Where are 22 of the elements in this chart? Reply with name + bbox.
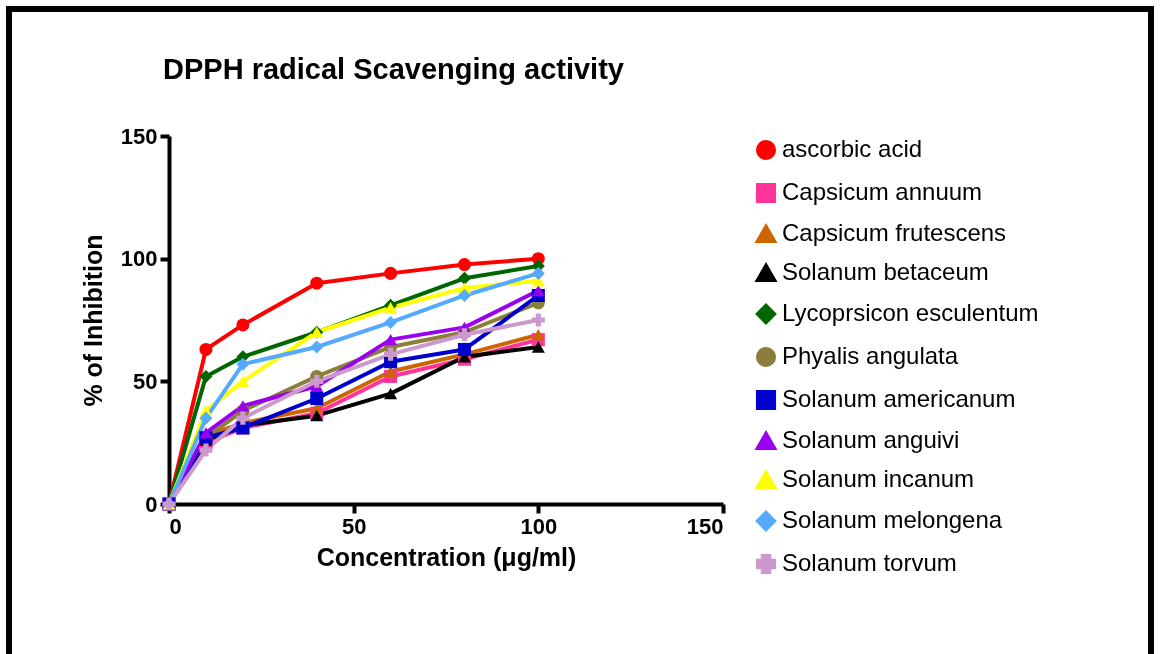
y-tick-label: 150 [120, 123, 158, 149]
legend-label: ascorbic acid [782, 135, 923, 162]
x-tick-label: 50 [341, 513, 367, 539]
legend-label: Solanum betaceum [782, 258, 989, 285]
legend-label: Solanum anguivi [782, 426, 960, 453]
x-axis-title: Concentration (μg/ml) [316, 542, 577, 571]
legend-label: Solanum incanum [782, 465, 975, 492]
legend-label: Solanum torvum [782, 549, 957, 576]
y-tick-label: 50 [133, 368, 158, 394]
y-tick-label: 100 [120, 246, 158, 272]
x-tick-label: 0 [169, 513, 182, 539]
legend-label: Lycoprsicon esculentum [782, 299, 1039, 326]
x-tick-label: 100 [520, 513, 558, 539]
y-tick-label: 0 [145, 491, 158, 517]
legend-label: Solanum melongena [782, 506, 1003, 533]
x-tick-label: 150 [686, 513, 724, 539]
legend-label: Phyalis angulata [782, 342, 959, 369]
legend-label: Solanum americanum [782, 385, 1016, 412]
legend-label: Capsicum annuum [782, 178, 983, 205]
chart-title: DPPH radical Scavenging activity [163, 53, 624, 85]
legend-label: Capsicum frutescens [782, 219, 1007, 246]
y-axis-title: % of Inhibition [78, 234, 107, 407]
